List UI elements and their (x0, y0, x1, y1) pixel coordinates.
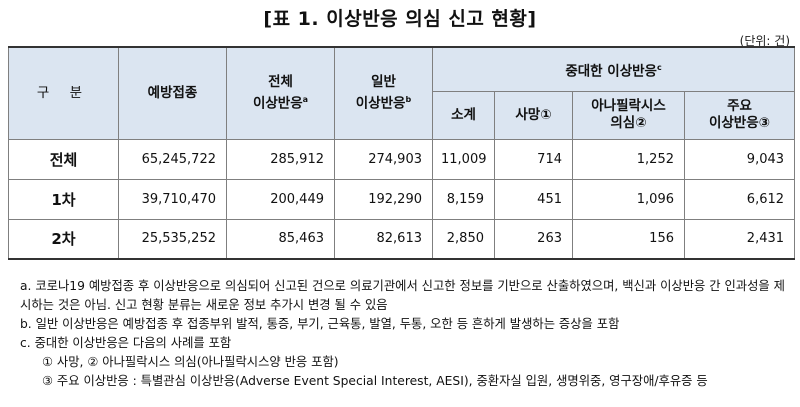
adverse-event-table: 구 분 예방접종 전체 이상반응a 일반 이상반응b 중대한 이상반응c 소계 … (8, 46, 796, 260)
footnote-a: a. 코로나19 예방접종 후 이상반응으로 의심되어 신고된 건으로 의료기관… (20, 279, 785, 312)
row-label: 1차 (8, 178, 119, 220)
cell-general: 192,290 (334, 178, 433, 220)
table-row: 전체 65,245,722 285,912 274,903 11,009 714… (8, 138, 796, 180)
cell-death: 714 (494, 138, 573, 180)
cell-major: 6,612 (683, 178, 796, 220)
header-major-line1: 주요 (727, 98, 752, 114)
header-anaphylaxis-mark: ② (635, 115, 647, 131)
cell-general: 274,903 (334, 138, 433, 180)
cell-total: 200,449 (226, 178, 335, 220)
header-major-mark: ③ (758, 115, 771, 131)
header-death-mark: ① (540, 106, 552, 123)
header-major: 주요 이상반응③ (683, 90, 796, 140)
unit-label: (단위: 건) (739, 34, 790, 48)
header-general-ae: 일반 이상반응b (334, 46, 433, 140)
cell-subtotal: 2,850 (432, 218, 495, 260)
cell-general: 82,613 (334, 218, 433, 260)
header-gubun: 구 분 (8, 46, 119, 140)
header-death-label: 사망 (515, 106, 541, 123)
cell-major: 2,431 (683, 218, 796, 260)
footnote-b: b. 일반 이상반응은 예방접종 후 접종부위 발적, 통증, 부기, 근육통,… (20, 317, 620, 331)
header-major-line2: 이상반응 (708, 115, 759, 131)
cell-subtotal: 8,159 (432, 178, 495, 220)
header-total-ae-line1: 전체 (268, 74, 293, 90)
header-vaccinations: 예방접종 (118, 46, 227, 140)
footnotes: a. 코로나19 예방접종 후 이상반응으로 의심되어 신고된 건으로 의료기관… (20, 277, 795, 391)
header-general-ae-line2: 이상반응 (355, 95, 406, 112)
row-label: 2차 (8, 218, 119, 260)
cell-major: 9,043 (683, 138, 796, 180)
footnote-c-item2: ③ 주요 이상반응 : 특별관심 이상반응(Adverse Event Spec… (42, 374, 708, 388)
header-anaphylaxis-line2: 의심 (610, 115, 636, 131)
header-serious-ae-label: 중대한 이상반응 (565, 63, 657, 79)
cell-death: 451 (494, 178, 573, 220)
row-label: 전체 (8, 138, 119, 180)
cell-subtotal: 11,009 (432, 138, 495, 180)
footnote-c-mark: c (656, 62, 662, 72)
cell-anaphylaxis: 156 (572, 218, 685, 260)
cell-vaccinations: 25,535,252 (118, 218, 227, 260)
header-death: 사망① (494, 90, 573, 140)
table-row: 1차 39,710,470 200,449 192,290 8,159 451 … (8, 178, 796, 220)
header-subtotal: 소계 (432, 90, 495, 140)
cell-anaphylaxis: 1,096 (572, 178, 685, 220)
cell-vaccinations: 39,710,470 (118, 178, 227, 220)
footnote-c: c. 중대한 이상반응은 다음의 사례를 포함 (20, 336, 232, 350)
header-anaphylaxis: 아나필락시스 의심② (572, 90, 685, 140)
table-row: 2차 25,535,252 85,463 82,613 2,850 263 15… (8, 218, 796, 260)
cell-death: 263 (494, 218, 573, 260)
cell-vaccinations: 65,245,722 (118, 138, 227, 180)
table-title: [표 1. 이상반응 의심 신고 현황] (263, 8, 537, 30)
header-total-ae-line2: 이상반응 (252, 95, 303, 112)
header-serious-ae: 중대한 이상반응c (431, 46, 796, 92)
header-general-ae-line1: 일반 (371, 74, 396, 90)
cell-anaphylaxis: 1,252 (572, 138, 685, 180)
cell-total: 85,463 (226, 218, 335, 260)
header-total-ae: 전체 이상반응a (226, 46, 335, 140)
cell-total: 285,912 (226, 138, 335, 180)
header-anaphylaxis-line1: 아나필락시스 (591, 98, 666, 114)
footnote-a-mark: a (302, 95, 309, 104)
footnote-c-item1: ① 사망, ② 아나필락시스 의심(아나필락시스양 반응 포함) (42, 355, 339, 369)
footnote-b-mark: b (405, 95, 412, 104)
